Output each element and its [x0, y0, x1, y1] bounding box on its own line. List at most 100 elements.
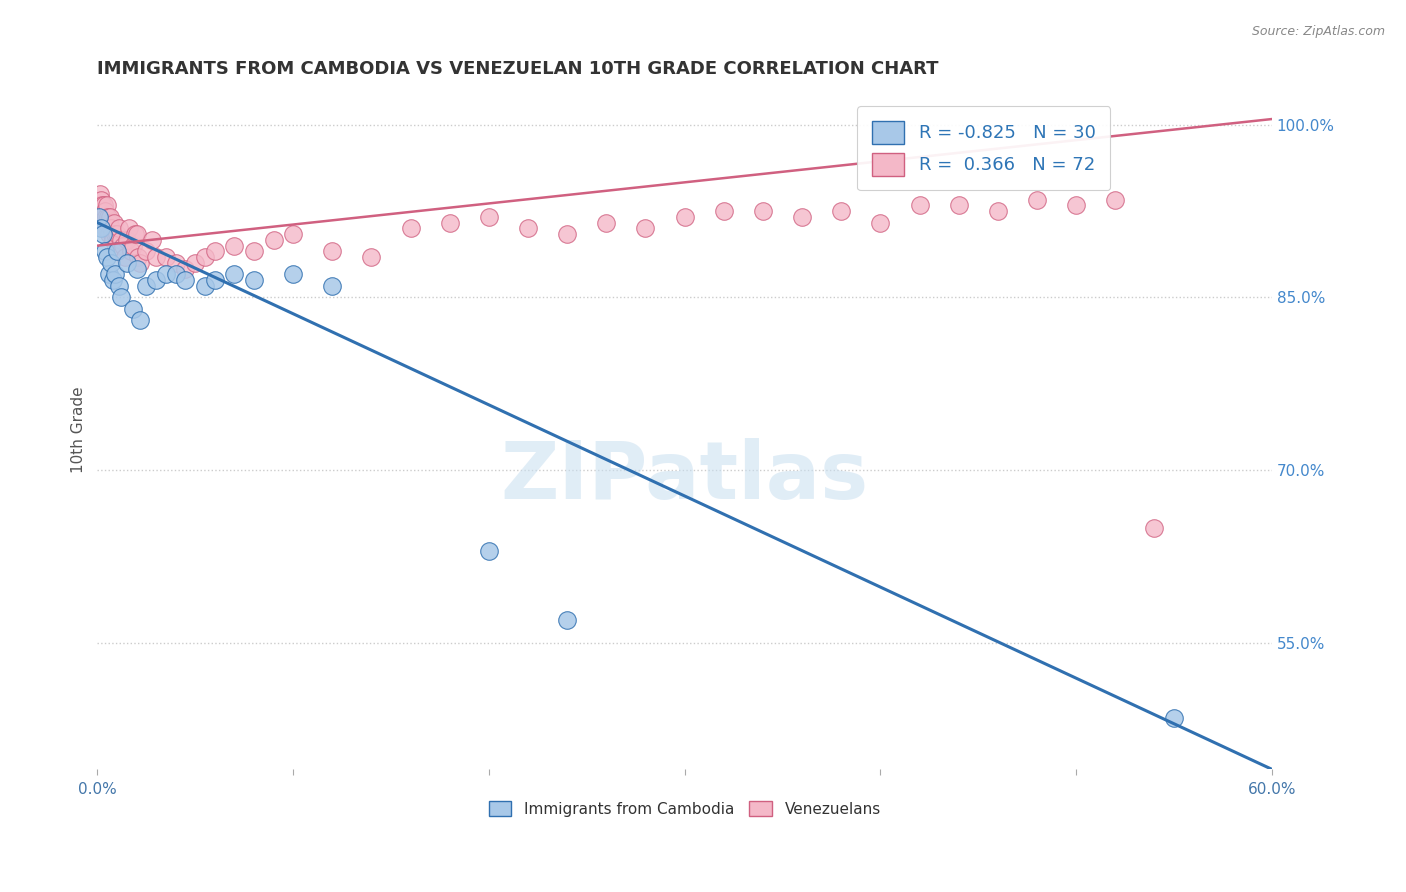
- Point: [360, 250, 382, 264]
- Point: [101, 233, 124, 247]
- Y-axis label: 10th Grade: 10th Grade: [72, 386, 86, 473]
- Point: [145, 250, 167, 264]
- Point: [93, 198, 115, 212]
- Point: [908, 198, 931, 212]
- Point: [263, 233, 285, 247]
- Point: [1064, 198, 1087, 212]
- Point: [111, 238, 134, 252]
- Point: [224, 238, 246, 252]
- Text: ZIPatlas: ZIPatlas: [501, 438, 869, 516]
- Point: [100, 256, 122, 270]
- Point: [869, 216, 891, 230]
- Point: [1163, 710, 1185, 724]
- Point: [1026, 193, 1049, 207]
- Point: [243, 273, 266, 287]
- Point: [174, 261, 197, 276]
- Point: [108, 279, 131, 293]
- Point: [155, 268, 177, 282]
- Point: [110, 290, 132, 304]
- Point: [194, 279, 217, 293]
- Point: [204, 273, 226, 287]
- Point: [948, 198, 970, 212]
- Point: [94, 221, 117, 235]
- Point: [135, 279, 157, 293]
- Point: [713, 204, 735, 219]
- Point: [321, 244, 343, 259]
- Point: [987, 204, 1010, 219]
- Point: [129, 256, 152, 270]
- Point: [87, 198, 110, 212]
- Point: [105, 227, 128, 241]
- Point: [155, 250, 177, 264]
- Point: [98, 227, 121, 241]
- Point: [104, 238, 127, 252]
- Point: [165, 268, 187, 282]
- Point: [91, 198, 114, 212]
- Point: [104, 227, 127, 241]
- Point: [121, 301, 143, 316]
- Point: [165, 256, 187, 270]
- Point: [90, 210, 112, 224]
- Point: [129, 313, 152, 327]
- Point: [145, 273, 167, 287]
- Point: [121, 238, 143, 252]
- Point: [673, 210, 696, 224]
- Point: [127, 250, 149, 264]
- Point: [752, 204, 775, 219]
- Point: [96, 198, 118, 212]
- Point: [125, 227, 148, 241]
- Point: [94, 204, 117, 219]
- Point: [243, 244, 266, 259]
- Point: [281, 268, 304, 282]
- Point: [115, 256, 138, 270]
- Point: [101, 227, 124, 241]
- Point: [399, 221, 422, 235]
- Point: [194, 250, 217, 264]
- Point: [89, 204, 111, 219]
- Point: [1143, 520, 1166, 534]
- Point: [120, 244, 142, 259]
- Point: [110, 233, 132, 247]
- Point: [96, 210, 118, 224]
- Point: [1104, 193, 1126, 207]
- Point: [91, 210, 114, 224]
- Point: [91, 216, 114, 230]
- Point: [281, 227, 304, 241]
- Point: [89, 210, 111, 224]
- Point: [790, 210, 813, 224]
- Point: [90, 221, 112, 235]
- Point: [118, 221, 141, 235]
- Point: [108, 221, 131, 235]
- Point: [105, 244, 128, 259]
- Point: [478, 210, 501, 224]
- Point: [104, 268, 127, 282]
- Point: [204, 244, 226, 259]
- Point: [91, 227, 114, 241]
- Point: [90, 193, 112, 207]
- Point: [517, 221, 540, 235]
- Point: [478, 543, 501, 558]
- Point: [125, 261, 148, 276]
- Point: [174, 273, 197, 287]
- Point: [321, 279, 343, 293]
- Point: [96, 216, 118, 230]
- Point: [103, 216, 125, 230]
- Point: [89, 186, 111, 201]
- Point: [595, 216, 617, 230]
- Point: [555, 227, 578, 241]
- Point: [98, 216, 121, 230]
- Point: [96, 250, 118, 264]
- Point: [98, 268, 121, 282]
- Point: [135, 244, 157, 259]
- Legend: Immigrants from Cambodia, Venezuelans: Immigrants from Cambodia, Venezuelans: [482, 795, 887, 822]
- Point: [115, 233, 138, 247]
- Point: [124, 227, 146, 241]
- Point: [98, 210, 121, 224]
- Point: [114, 250, 136, 264]
- Point: [97, 210, 120, 224]
- Text: IMMIGRANTS FROM CAMBODIA VS VENEZUELAN 10TH GRADE CORRELATION CHART: IMMIGRANTS FROM CAMBODIA VS VENEZUELAN 1…: [97, 60, 939, 78]
- Point: [141, 233, 163, 247]
- Point: [101, 273, 124, 287]
- Point: [555, 613, 578, 627]
- Text: Source: ZipAtlas.com: Source: ZipAtlas.com: [1251, 25, 1385, 38]
